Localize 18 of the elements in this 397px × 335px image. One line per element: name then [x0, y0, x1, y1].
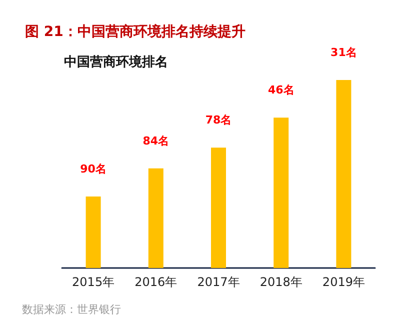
- bar: [148, 168, 164, 268]
- bar: [336, 80, 352, 268]
- bar: [274, 118, 289, 268]
- bar: [211, 148, 226, 268]
- chart-title: 图 21：中国营商环境排名持续提升: [25, 23, 246, 40]
- x-tick-label: 2018年: [260, 275, 302, 289]
- annotation: 84名: [142, 134, 170, 148]
- bar: [86, 196, 101, 268]
- chart-subtitle: 中国营商环境排名: [64, 54, 168, 70]
- x-tick-label: 2017年: [197, 275, 240, 289]
- annotation: 46名: [268, 84, 294, 97]
- x-tick-label: 2015年: [72, 275, 115, 289]
- annotation: 90名: [80, 162, 106, 176]
- annotation: 31名: [330, 46, 357, 59]
- x-tick-label: 2019年: [322, 275, 365, 289]
- annotation: 78名: [205, 114, 232, 127]
- x-tick-label: 2016年: [134, 275, 178, 289]
- source-note: 数据来源：世界银行: [22, 303, 121, 316]
